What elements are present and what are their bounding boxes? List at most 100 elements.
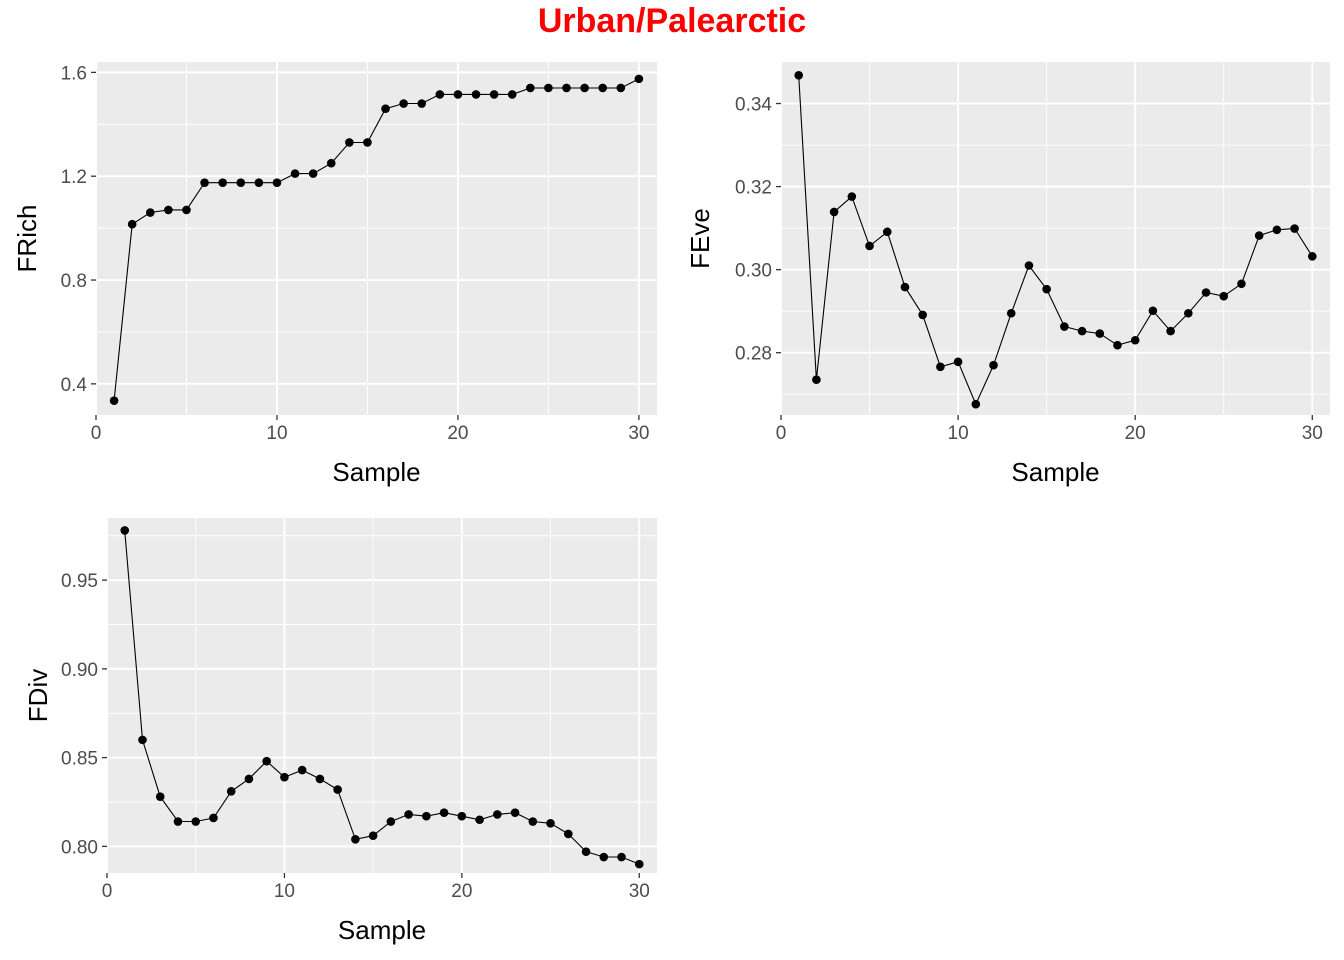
feve-data-point <box>794 70 804 80</box>
frich-data-point <box>254 178 264 187</box>
frich-data-point <box>634 74 644 84</box>
frich-data-point <box>308 169 318 178</box>
frich-x-tick-label: 30 <box>628 423 649 444</box>
frich-panel: 0 10 20 30 0.4 0.8 1.2 1.6 Sample FRich <box>12 62 657 487</box>
frich-data-point <box>526 83 535 93</box>
feve-data-point <box>1254 231 1264 240</box>
frich-data-point <box>164 205 173 215</box>
feve-data-point <box>812 375 821 385</box>
frich-data-point <box>218 178 227 187</box>
frich-data-point <box>580 83 589 93</box>
fdiv-y-tick-label: 0.90 <box>61 660 98 681</box>
feve-data-point <box>1148 306 1158 316</box>
feve-data-point <box>1077 326 1087 336</box>
feve-data-point <box>918 310 927 320</box>
frich-data-point <box>399 99 408 108</box>
fdiv-data-point <box>439 808 449 817</box>
feve-y-tick-label: 0.34 <box>735 95 772 116</box>
feve-data-point <box>953 357 963 367</box>
fdiv-data-point <box>581 847 591 856</box>
feve-y-axis-title: FEve <box>685 208 715 269</box>
fdiv-y-axis-title: FDiv <box>23 669 53 722</box>
fdiv-data-point <box>262 756 271 766</box>
feve-x-tick-label: 20 <box>1125 423 1146 444</box>
feve-data-point <box>1024 261 1034 270</box>
frich-data-point <box>381 104 390 114</box>
frich-y-tick-label: 1.2 <box>61 167 87 188</box>
feve-data-point <box>847 192 857 201</box>
feve-data-point <box>882 227 892 237</box>
fdiv-data-point <box>191 817 201 826</box>
fdiv-data-point <box>528 817 538 826</box>
feve-data-point <box>1237 279 1246 289</box>
feve-data-point <box>1272 225 1282 235</box>
frich-x-tick-label: 20 <box>447 423 468 444</box>
feve-data-point <box>1184 308 1193 318</box>
frich-data-point <box>417 99 427 108</box>
frich-data-point <box>109 396 119 406</box>
frich-data-point <box>182 205 191 215</box>
feve-data-point <box>1042 284 1051 294</box>
fdiv-data-point <box>209 813 218 823</box>
frich-data-point <box>290 169 300 178</box>
feve-x-tick-label: 10 <box>948 423 969 444</box>
feve-data-point <box>936 362 945 372</box>
fdiv-data-point <box>315 774 325 784</box>
fdiv-panel: 0 10 20 30 0.80 0.85 0.90 0.95 Sample FDiv <box>23 518 657 945</box>
fdiv-data-point <box>155 792 165 801</box>
frich-data-point <box>507 90 517 99</box>
frich-y-axis-title: FRich <box>12 205 42 273</box>
frich-data-point <box>363 138 372 147</box>
frich-data-point <box>562 83 571 93</box>
fdiv-data-point <box>120 526 130 535</box>
fdiv-y-tick-label: 0.80 <box>61 837 98 858</box>
fdiv-data-point <box>599 852 609 862</box>
frich-data-point <box>435 90 445 99</box>
feve-x-tick-label: 0 <box>776 423 787 444</box>
fdiv-data-point <box>226 787 236 796</box>
feve-data-point <box>1201 288 1211 297</box>
feve-data-point <box>829 207 839 217</box>
feve-data-point <box>1113 340 1122 350</box>
frich-x-axis-title: Sample <box>332 457 420 487</box>
fdiv-data-point <box>386 817 396 826</box>
fdiv-data-point <box>138 735 147 745</box>
feve-y-tick-label: 0.32 <box>735 178 772 199</box>
feve-data-point <box>1006 308 1016 318</box>
feve-data-point <box>865 241 874 251</box>
frich-data-point <box>345 138 354 147</box>
feve-data-point <box>1095 329 1105 338</box>
fdiv-panel-background <box>107 518 657 873</box>
frich-data-point <box>200 178 209 187</box>
frich-data-point <box>326 158 336 168</box>
fdiv-data-point <box>617 852 626 862</box>
feve-data-point <box>989 360 998 370</box>
feve-panel: 0 10 20 30 0.28 0.30 0.32 0.34 Sample FEve <box>685 62 1330 487</box>
fdiv-data-point <box>368 831 378 841</box>
frich-data-point <box>272 178 282 187</box>
frich-data-point <box>145 208 155 217</box>
fdiv-data-point <box>634 859 644 869</box>
frich-data-point <box>236 178 246 187</box>
fdiv-data-point <box>546 819 555 828</box>
fdiv-y-tick-label: 0.95 <box>61 571 98 592</box>
fdiv-y-tick-label: 0.85 <box>61 749 98 770</box>
feve-x-axis-title: Sample <box>1011 457 1099 487</box>
fdiv-data-point <box>173 817 183 826</box>
fdiv-data-point <box>333 785 342 794</box>
feve-data-point <box>1307 252 1317 261</box>
frich-data-point <box>544 83 553 93</box>
frich-panel-background <box>96 62 657 415</box>
frich-y-tick-label: 1.6 <box>61 63 87 84</box>
feve-data-point <box>1060 322 1069 331</box>
figure-title: Urban/Palearctic <box>537 2 807 40</box>
frich-x-tick-label: 0 <box>91 423 102 444</box>
fdiv-data-point <box>404 810 413 819</box>
fdiv-data-point <box>563 829 573 839</box>
fdiv-x-tick-label: 0 <box>102 881 113 902</box>
frich-y-tick-label: 0.8 <box>61 271 87 292</box>
fdiv-data-point <box>351 834 360 844</box>
frich-data-point <box>453 90 463 99</box>
feve-data-point <box>971 399 981 409</box>
